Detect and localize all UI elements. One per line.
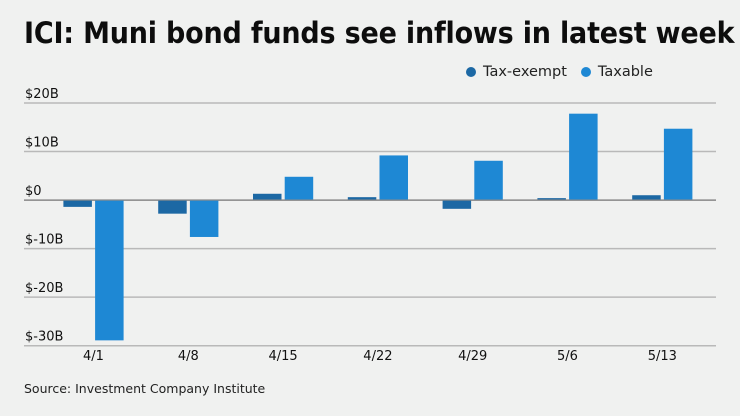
legend-dot-tax-exempt-icon — [466, 67, 476, 77]
bar-tax-exempt-4-22 — [347, 197, 377, 201]
legend-label-taxable: Taxable — [597, 64, 653, 80]
y-tick-label: $-20B — [25, 281, 63, 296]
y-tick-label: $10B — [25, 136, 59, 151]
source-note: Source: Investment Company Institute — [24, 381, 266, 396]
x-tick-label: 5/13 — [648, 349, 677, 364]
bar-taxable-4-15 — [284, 176, 314, 201]
legend: Tax-exempt Taxable — [466, 64, 667, 80]
bars — [63, 113, 693, 341]
bar-tax-exempt-5-6 — [537, 198, 566, 201]
bar-tax-exempt-4-1 — [63, 200, 92, 207]
bar-taxable-4-22 — [379, 155, 408, 201]
bar-tax-exempt-4-8 — [158, 200, 187, 214]
legend-item-taxable: Taxable — [580, 64, 653, 80]
gridlines: $20B $10B $0 $-10B $-20B $-30B — [24, 87, 716, 347]
legend-label-tax-exempt: Tax-exempt — [483, 64, 567, 80]
bar-tax-exempt-4-29 — [442, 200, 472, 209]
x-tick-label: 5/6 — [557, 349, 578, 364]
x-tick-label: 4/29 — [458, 349, 487, 364]
bar-taxable-4-8 — [189, 200, 219, 237]
legend-item-tax-exempt: Tax-exempt — [466, 64, 567, 80]
bar-taxable-5-6 — [569, 113, 598, 201]
bar-tax-exempt-5-13 — [632, 195, 661, 201]
y-tick-label: $-10B — [25, 233, 63, 248]
bar-tax-exempt-4-15 — [253, 193, 282, 201]
bar-taxable-5-13 — [663, 128, 693, 201]
x-tick-label: 4/22 — [363, 349, 392, 364]
bar-taxable-4-29 — [474, 160, 503, 201]
x-tick-label: 4/1 — [83, 349, 104, 364]
y-tick-label: $20B — [25, 87, 59, 102]
x-tick-label: 4/15 — [268, 349, 297, 364]
x-axis-labels: 4/1 4/8 4/15 4/22 4/29 5/6 5/13 — [83, 349, 677, 364]
y-tick-label: $0 — [25, 184, 42, 199]
y-tick-label: $-30B — [25, 330, 63, 345]
legend-dot-taxable-icon — [580, 67, 591, 77]
x-tick-label: 4/8 — [178, 349, 199, 364]
bar-taxable-4-1 — [95, 200, 124, 341]
chart-title: ICI: Muni bond funds see inflows in late… — [24, 16, 735, 50]
